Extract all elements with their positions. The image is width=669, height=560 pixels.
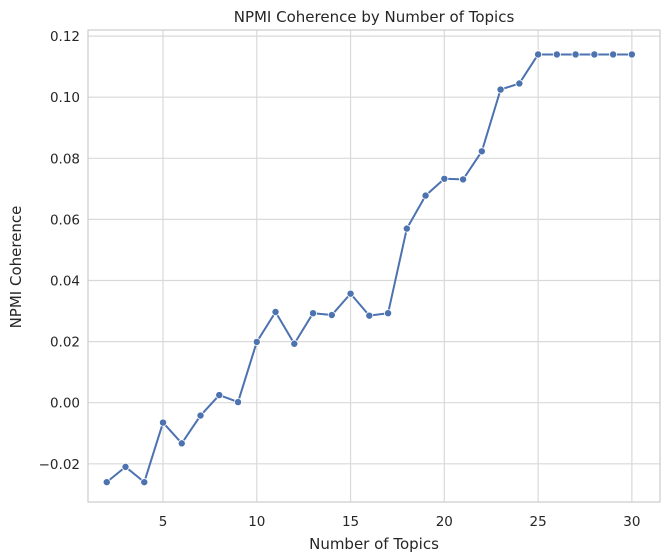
data-point xyxy=(290,339,299,348)
y-tick-label: 0.00 xyxy=(50,396,80,412)
plot-frame xyxy=(87,29,661,503)
data-point xyxy=(365,311,374,320)
data-point xyxy=(609,50,618,59)
x-tick-label: 30 xyxy=(623,514,640,530)
data-point xyxy=(215,391,224,400)
data-point xyxy=(477,147,486,156)
data-point xyxy=(196,411,205,420)
data-point xyxy=(552,50,561,59)
data-point xyxy=(271,307,280,316)
x-tick-label: 5 xyxy=(159,514,168,530)
grid-lines xyxy=(88,30,660,502)
x-axis-title: Number of Topics xyxy=(309,535,439,553)
x-tick-label: 15 xyxy=(342,514,359,530)
data-point xyxy=(309,309,318,318)
y-axis-title: NPMI Coherence xyxy=(7,206,25,329)
data-point xyxy=(252,337,261,346)
y-tick-label: 0.10 xyxy=(50,90,80,106)
x-tick-label: 10 xyxy=(248,514,265,530)
plot-border xyxy=(87,29,661,503)
y-tick-label: −0.02 xyxy=(39,457,80,473)
data-point xyxy=(140,478,149,487)
data-point xyxy=(346,289,355,298)
x-tick-label: 25 xyxy=(530,514,547,530)
data-point xyxy=(515,79,524,88)
data-point xyxy=(571,50,580,59)
data-point xyxy=(421,191,430,200)
data-point xyxy=(534,50,543,59)
y-tick-labels: −0.02 0.00 0.02 0.04 0.06 0.08 0.10 0.12 xyxy=(39,29,80,473)
y-tick-label: 0.06 xyxy=(50,212,80,228)
data-point xyxy=(121,462,130,471)
data-point xyxy=(234,398,243,407)
x-tick-label: 20 xyxy=(436,514,453,530)
data-point xyxy=(384,309,393,318)
y-tick-label: 0.04 xyxy=(50,274,80,290)
data-point xyxy=(102,478,111,487)
data-point xyxy=(402,224,411,233)
y-tick-label: 0.02 xyxy=(50,335,80,351)
y-tick-label: 0.12 xyxy=(50,29,80,45)
data-point xyxy=(177,439,186,448)
series-layer xyxy=(102,50,636,487)
x-tick-labels: 5 10 15 20 25 30 xyxy=(159,514,641,530)
chart-title: NPMI Coherence by Number of Topics xyxy=(234,8,515,26)
data-point xyxy=(627,50,636,59)
data-point xyxy=(496,85,505,94)
data-point xyxy=(159,418,168,427)
data-point xyxy=(459,175,468,184)
series-line xyxy=(105,53,633,484)
data-point xyxy=(327,311,336,320)
data-point xyxy=(590,50,599,59)
y-tick-label: 0.08 xyxy=(50,151,80,167)
data-point xyxy=(440,174,449,183)
